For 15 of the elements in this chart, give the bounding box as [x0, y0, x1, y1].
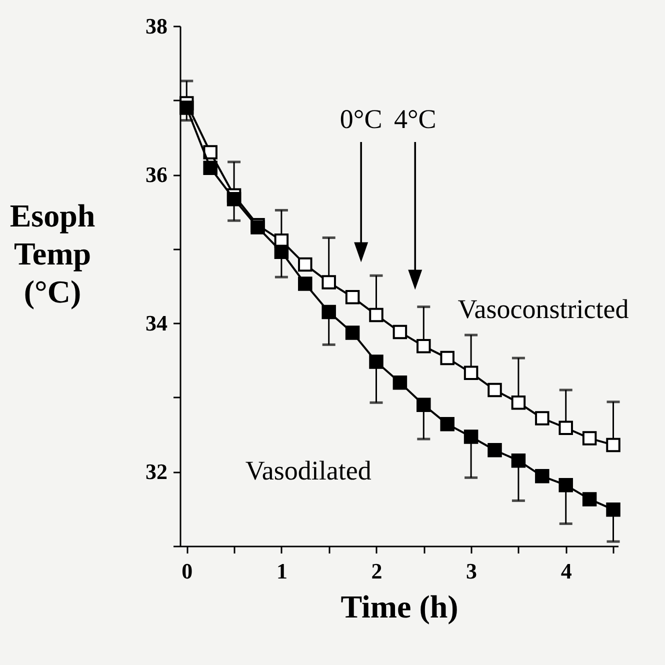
text: Vasodilated [245, 456, 372, 486]
x-tick-label: 1 [276, 558, 288, 584]
y-tick-label: 34 [146, 310, 168, 336]
y-tick-label: 36 [146, 162, 168, 188]
y-axis-title: Esoph Temp (°C) [10, 198, 96, 310]
series-label: Vasoconstricted [458, 294, 630, 324]
x-axis-title: Time (h) [340, 588, 458, 624]
x-tick-label: 4 [560, 558, 572, 584]
annotation: 0°C [340, 104, 382, 134]
y-tick-label: 32 [146, 459, 168, 484]
x-tick-label: 3 [466, 558, 478, 584]
x-tick-label: 0 [182, 558, 193, 584]
y-tick-label: 38 [146, 14, 168, 38]
x-tick-label: 2 [371, 558, 382, 584]
annotation: 4°C [394, 104, 436, 134]
